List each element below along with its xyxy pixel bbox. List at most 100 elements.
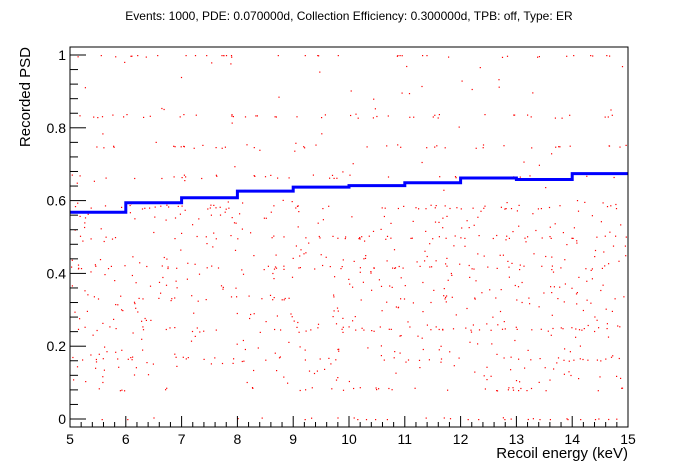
scatter-point [524, 237, 526, 239]
scatter-point [126, 114, 128, 116]
scatter-point [351, 216, 353, 218]
scatter-point [192, 224, 194, 226]
scatter-point [591, 268, 593, 270]
scatter-point [621, 387, 624, 389]
scatter-point [174, 238, 176, 240]
scatter-point [359, 238, 361, 240]
scatter-point [181, 232, 183, 234]
scatter-point [332, 235, 334, 237]
scatter-point [153, 417, 155, 419]
scatter-point [381, 207, 383, 209]
scatter-point [440, 361, 442, 363]
scatter-point [551, 265, 553, 267]
scatter-point [527, 236, 529, 238]
scatter-point [227, 201, 229, 203]
scatter-point [270, 174, 272, 176]
scatter-point [160, 205, 162, 207]
scatter-point [482, 147, 484, 149]
scatter-point [606, 328, 608, 330]
scatter-point [179, 116, 181, 118]
scatter-point [551, 314, 553, 316]
scatter-point [263, 217, 265, 219]
scatter-point [313, 372, 316, 375]
scatter-point [602, 284, 604, 286]
scatter-point [484, 114, 486, 116]
scatter-point [253, 255, 255, 257]
scatter-point [562, 232, 564, 234]
scatter-point [256, 115, 258, 117]
scatter-point [399, 335, 401, 337]
scatter-point [241, 269, 243, 271]
scatter-point [440, 358, 443, 360]
scatter-point [340, 268, 342, 270]
scatter-point [535, 229, 537, 232]
scatter-point [445, 301, 447, 303]
scatter-point [519, 269, 521, 271]
scatter-point [139, 262, 141, 264]
scatter-point [196, 327, 198, 329]
scatter-point [215, 174, 217, 176]
scatter-point [551, 256, 553, 258]
scatter-point [569, 145, 571, 147]
scatter-point [594, 256, 596, 258]
scatter-point [539, 419, 541, 421]
scatter-point [337, 237, 339, 239]
scatter-point [101, 116, 104, 118]
scatter-point [447, 389, 449, 391]
scatter-point [397, 144, 399, 146]
scatter-point [319, 358, 321, 360]
scatter-point [604, 235, 606, 237]
scatter-point [391, 286, 393, 288]
scatter-point [597, 390, 599, 392]
scatter-point [92, 334, 94, 336]
scatter-point [511, 262, 513, 264]
y-tick-label: 0.8 [47, 120, 67, 136]
scatter-point [265, 321, 267, 323]
scatter-point [531, 147, 533, 149]
scatter-point [275, 116, 277, 118]
scatter-point [417, 335, 419, 337]
scatter-point [337, 417, 339, 419]
scatter-point [206, 243, 208, 245]
scatter-point [299, 267, 301, 269]
scatter-point [352, 286, 354, 288]
scatter-point [496, 390, 498, 392]
scatter-point [341, 266, 343, 268]
chart-title: Events: 1000, PDE: 0.070000d, Collection… [125, 9, 573, 23]
scatter-point [373, 330, 375, 332]
scatter-point [607, 116, 609, 118]
scatter-point [620, 224, 622, 226]
scatter-point [102, 358, 104, 360]
scatter-point [272, 299, 274, 301]
scatter-point [82, 359, 84, 361]
scatter-point [541, 237, 543, 239]
scatter-point [203, 330, 205, 332]
scatter-point [600, 360, 602, 362]
scatter-point [376, 115, 378, 118]
scatter-point [496, 234, 498, 237]
scatter-point [71, 285, 73, 287]
scatter-point [124, 265, 126, 267]
scatter-point [607, 336, 610, 338]
scatter-point [508, 237, 510, 239]
scatter-point [364, 240, 366, 242]
scatter-point [145, 319, 147, 321]
scatter-point [445, 263, 447, 265]
scatter-point [521, 301, 523, 304]
scatter-point [232, 116, 234, 118]
scatter-point [412, 302, 414, 304]
scatter-point [596, 236, 598, 238]
scatter-point [71, 266, 73, 268]
scatter-point [518, 204, 520, 206]
scatter-point [505, 239, 507, 241]
scatter-point [598, 327, 600, 329]
scatter-point [274, 352, 276, 354]
scatter-point [418, 359, 421, 361]
scatter-point [244, 348, 246, 351]
scatter-point [84, 87, 86, 89]
scatter-point [474, 371, 476, 373]
scatter-point [167, 267, 169, 270]
scatter-point [231, 115, 233, 117]
scatter-point [252, 387, 254, 389]
scatter-point [604, 265, 606, 267]
